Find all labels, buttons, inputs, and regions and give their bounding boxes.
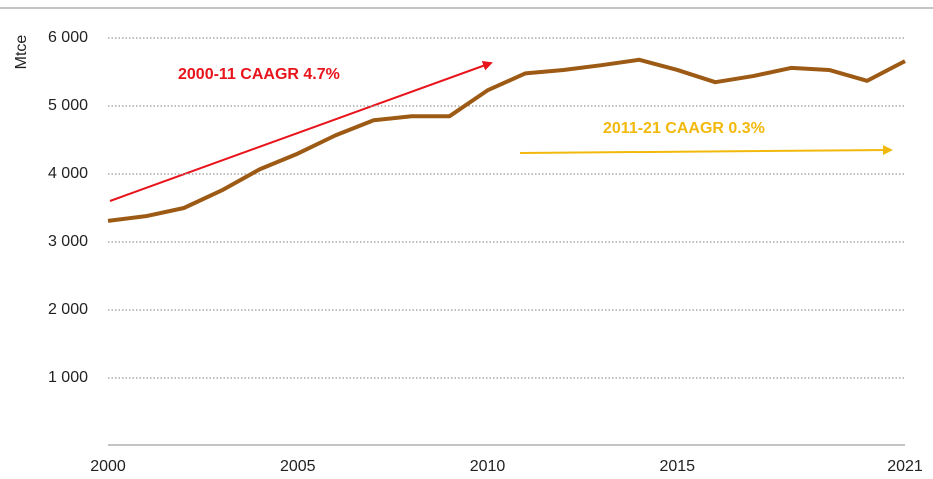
- trend-arrow: [519, 145, 893, 156]
- data-line: [107, 57, 906, 223]
- y-tick-label: 5 000: [48, 97, 88, 114]
- annotation: 2011-21 CAAGR 0.3%: [603, 120, 765, 137]
- y-tick-label: 1 000: [48, 369, 88, 386]
- x-tick-label: 2015: [659, 458, 695, 475]
- x-tick-label: 2010: [470, 458, 506, 475]
- y-tick-label: 3 000: [48, 233, 88, 250]
- y-tick-label: 6 000: [48, 29, 88, 46]
- x-tick-label: 2000: [90, 458, 126, 475]
- y-tick-label: 2 000: [48, 301, 88, 318]
- x-tick-label: 2021: [887, 458, 923, 475]
- annotation: 2000-11 CAAGR 4.7%: [178, 66, 340, 83]
- y-axis-label: Mtce: [13, 35, 30, 70]
- trend-arrow: [109, 61, 493, 202]
- y-tick-label: 4 000: [48, 165, 88, 182]
- x-tick-label: 2005: [280, 458, 316, 475]
